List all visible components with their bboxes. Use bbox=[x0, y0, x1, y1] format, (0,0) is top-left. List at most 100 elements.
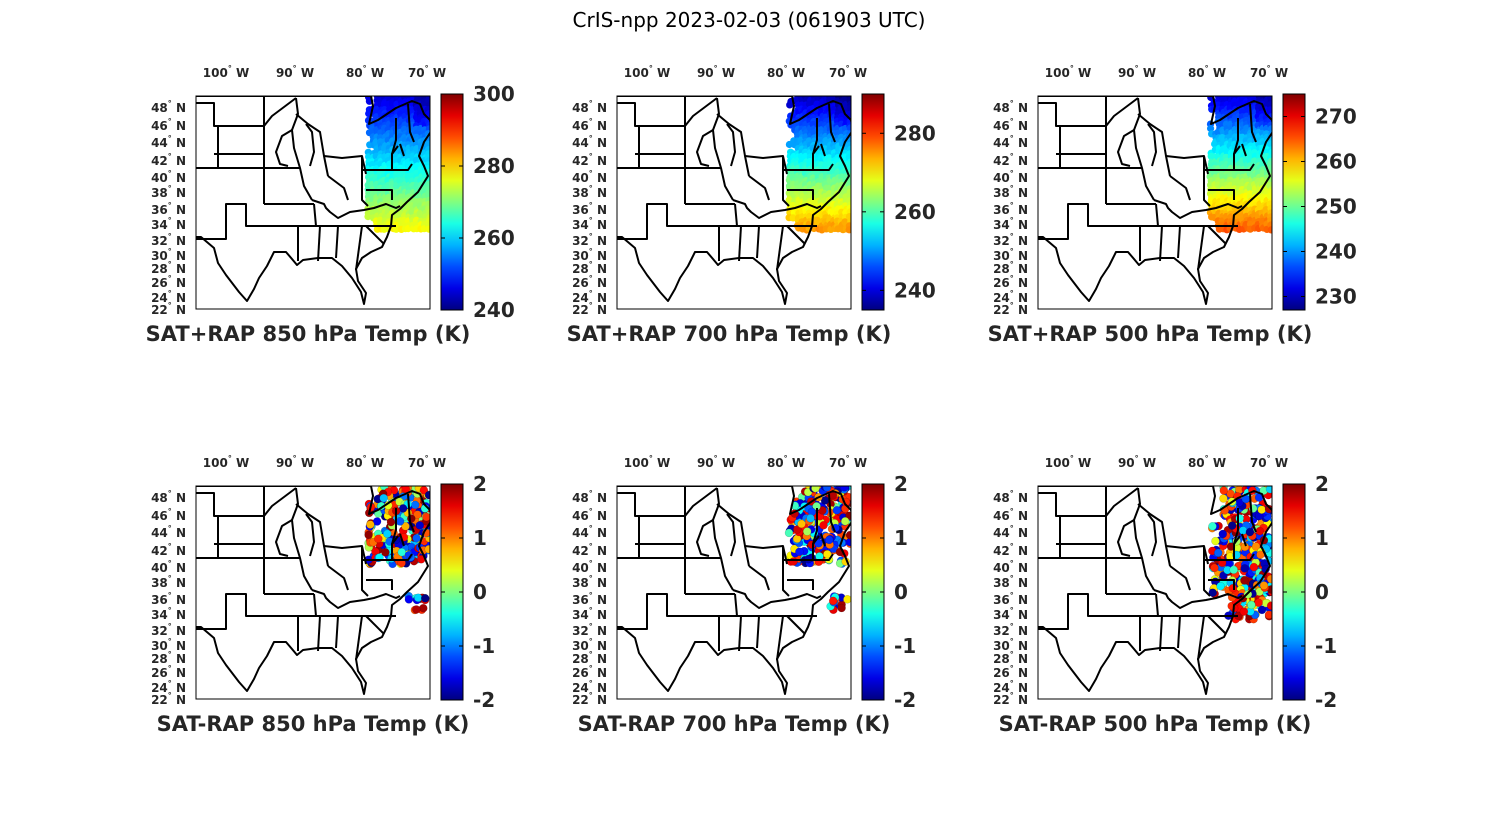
data-point bbox=[413, 510, 422, 519]
data-point bbox=[1254, 598, 1263, 607]
lat-tick-label: 38° N bbox=[151, 574, 186, 590]
coastline bbox=[617, 486, 851, 695]
lat-tick-label: 30° N bbox=[151, 637, 186, 653]
lat-tick-label: 44° N bbox=[151, 134, 186, 150]
map-border bbox=[616, 485, 852, 700]
state-border bbox=[407, 103, 415, 143]
lat-tick-label: 34° N bbox=[993, 606, 1028, 622]
data-point bbox=[425, 225, 430, 233]
state-border bbox=[1159, 225, 1163, 262]
map-panel: 100° W 90° W 80° W 70° W 48° N 46° N44° N 42° … bbox=[146, 64, 515, 346]
state-border bbox=[361, 546, 369, 597]
state-border bbox=[828, 103, 836, 143]
state-border bbox=[1105, 97, 1139, 127]
state-border bbox=[1169, 175, 1191, 201]
lon-tick-label: 70° W bbox=[1250, 64, 1288, 80]
lat-tick-label: 22° N bbox=[993, 691, 1028, 707]
state-border bbox=[1208, 579, 1235, 590]
lon-tick-label: 70° W bbox=[829, 454, 867, 470]
map-border bbox=[1037, 95, 1273, 310]
state-border bbox=[1038, 593, 1140, 630]
lon-tick-label: 80° W bbox=[1188, 64, 1226, 80]
state-border bbox=[1197, 225, 1205, 271]
data-point bbox=[366, 520, 375, 529]
lat-tick-label: 28° N bbox=[572, 260, 607, 276]
map-panel: 100° W 90° W 80° W 70° W 48° N 46° N44° N 42° … bbox=[988, 64, 1357, 346]
state-border bbox=[744, 545, 788, 565]
lat-tick-label: 24° N bbox=[151, 679, 186, 695]
colorbar-tick-label: 270 bbox=[1315, 105, 1357, 129]
data-point bbox=[396, 177, 404, 185]
state-border bbox=[744, 155, 788, 175]
coastline bbox=[1038, 486, 1272, 695]
lon-tick-label: 90° W bbox=[276, 64, 314, 80]
state-border bbox=[365, 225, 385, 245]
data-point bbox=[1211, 536, 1220, 546]
lat-tick-label: 34° N bbox=[572, 606, 607, 622]
data-layer bbox=[1038, 96, 1272, 305]
lon-tick-label: 100° W bbox=[203, 454, 249, 470]
data-point bbox=[822, 486, 832, 492]
colorbar-tick-label: 2 bbox=[473, 472, 487, 496]
lat-tick-label: 24° N bbox=[151, 289, 186, 305]
lat-tick-label: 30° N bbox=[572, 637, 607, 653]
state-border bbox=[787, 579, 814, 590]
lon-tick-label: 80° W bbox=[346, 64, 384, 80]
data-point bbox=[379, 493, 388, 503]
coastline bbox=[196, 486, 430, 695]
data-point bbox=[802, 527, 812, 536]
state-border bbox=[365, 615, 385, 635]
state-border bbox=[305, 123, 315, 167]
data-point bbox=[422, 512, 430, 522]
data-point bbox=[828, 596, 838, 606]
lon-tick-label: 80° W bbox=[346, 454, 384, 470]
data-point bbox=[1266, 574, 1272, 584]
lat-tick-label: 22° N bbox=[572, 301, 607, 317]
state-border bbox=[317, 615, 321, 652]
data-point bbox=[1251, 542, 1261, 551]
map-panel: 100° W 90° W 80° W 70° W 48° N 46° N44° N 42° … bbox=[572, 454, 916, 736]
data-point bbox=[1228, 583, 1238, 593]
state-border bbox=[756, 225, 760, 259]
lat-tick-label: 26° N bbox=[151, 664, 186, 680]
lon-tick-label: 70° W bbox=[829, 64, 867, 80]
lat-tick-label: 40° N bbox=[572, 559, 607, 575]
lat-tick-label: 48° N bbox=[151, 99, 186, 115]
data-point bbox=[1267, 140, 1272, 148]
lon-tick-label: 100° W bbox=[203, 64, 249, 80]
data-point bbox=[397, 547, 407, 557]
data-point bbox=[392, 225, 400, 233]
state-border bbox=[1207, 615, 1227, 635]
state-border bbox=[366, 189, 393, 200]
lat-tick-label: 24° N bbox=[572, 289, 607, 305]
lat-tick-label: 44° N bbox=[151, 524, 186, 540]
lat-tick-label: 44° N bbox=[993, 524, 1028, 540]
coastline bbox=[196, 96, 430, 305]
state-border bbox=[1117, 129, 1135, 167]
state-border bbox=[732, 589, 822, 609]
data-layer bbox=[196, 486, 430, 695]
state-border bbox=[716, 113, 750, 177]
colorbar bbox=[440, 93, 464, 311]
state-border bbox=[275, 129, 293, 167]
lat-tick-label: 42° N bbox=[993, 542, 1028, 558]
state-border bbox=[1233, 118, 1239, 155]
colorbar-tick-label: 2 bbox=[1315, 472, 1329, 496]
lon-tick-label: 90° W bbox=[1118, 64, 1156, 80]
state-border bbox=[820, 143, 826, 157]
lat-tick-label: 42° N bbox=[151, 542, 186, 558]
lat-tick-label: 32° N bbox=[572, 622, 607, 638]
data-point bbox=[1239, 607, 1249, 616]
data-point bbox=[1249, 562, 1259, 572]
data-point bbox=[818, 506, 827, 515]
data-point bbox=[1257, 505, 1266, 514]
lon-tick-label: 100° W bbox=[624, 454, 670, 470]
data-point bbox=[847, 104, 851, 112]
state-border bbox=[684, 97, 718, 127]
lat-tick-label: 36° N bbox=[151, 591, 186, 607]
state-border bbox=[1241, 533, 1247, 547]
state-border bbox=[1234, 553, 1255, 561]
map-panel: 100° W 90° W 80° W 70° W 48° N 46° N44° N 42° … bbox=[993, 454, 1337, 736]
lat-tick-label: 40° N bbox=[151, 169, 186, 185]
data-point bbox=[832, 506, 842, 515]
